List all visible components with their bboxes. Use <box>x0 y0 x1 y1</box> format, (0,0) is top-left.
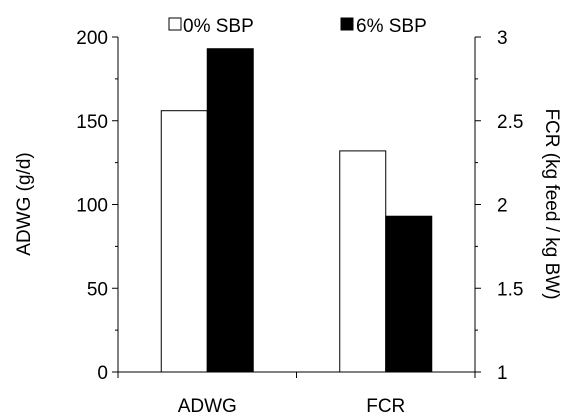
bar-adwg-1 <box>206 48 254 373</box>
right-tick-label-3: 2.5 <box>497 112 523 133</box>
left-axis-title: ADWG (g/d) <box>14 152 35 255</box>
bars <box>160 48 433 373</box>
left-ticks: 0 50 100 150 200 <box>76 28 118 384</box>
legend-label-1: 6% SBP <box>356 16 427 37</box>
legend-label-0: 0% SBP <box>183 16 254 37</box>
left-tick-label-2: 100 <box>76 196 108 217</box>
bar-adwg-0 <box>160 110 208 373</box>
right-tick-label-0: 1 <box>497 363 508 384</box>
left-tick-label-1: 50 <box>87 279 108 300</box>
right-tick-label-2: 2 <box>497 196 508 217</box>
right-axis-title: FCR (kg feed / kg BW) <box>541 108 562 299</box>
left-tick-label-4: 200 <box>76 28 108 49</box>
legend-swatch-0 <box>168 17 182 31</box>
right-ticks: 1 1.5 2 2.5 3 <box>475 28 523 384</box>
right-tick-label-4: 3 <box>497 28 508 49</box>
x-tick-label-1: FCR <box>366 396 405 417</box>
bar-fcr-0 <box>339 150 387 373</box>
right-tick-label-1: 1.5 <box>497 279 523 300</box>
x-ticks: ADWG FCR <box>117 372 476 417</box>
left-tick-label-3: 150 <box>76 112 108 133</box>
legend-swatch-1 <box>340 17 354 31</box>
x-tick-label-0: ADWG <box>178 396 237 417</box>
legend: 0% SBP 6% SBP <box>168 16 427 37</box>
left-tick-label-0: 0 <box>97 363 108 384</box>
bar-fcr-1 <box>385 215 433 373</box>
